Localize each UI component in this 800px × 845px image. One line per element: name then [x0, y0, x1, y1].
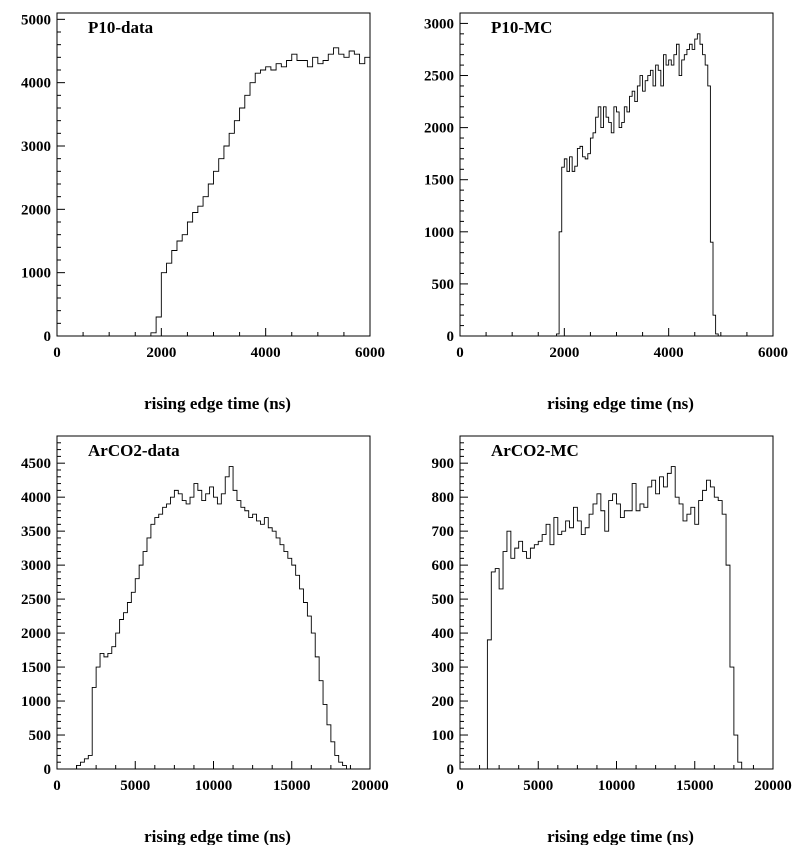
- y-tick-label: 5000: [21, 12, 51, 28]
- x-tick-label: 0: [456, 345, 464, 361]
- y-tick-label: 1000: [21, 694, 51, 710]
- x-tick-label: 4000: [654, 345, 684, 361]
- y-tick-label: 800: [432, 490, 455, 506]
- y-tick-label: 3000: [21, 558, 51, 574]
- y-tick-label: 0: [447, 329, 455, 345]
- y-tick-label: 3500: [21, 524, 51, 540]
- x-axis-title: rising edge time (ns): [547, 827, 694, 845]
- x-tick-label: 2000: [146, 345, 176, 361]
- y-tick-label: 900: [432, 456, 455, 472]
- panel-3: 0 5000 10000 15000 20000 0 500 1000 1500 2000 2500…: [21, 435, 389, 845]
- x-tick-label: 10000: [195, 778, 233, 794]
- y-tick-label: 1000: [424, 225, 454, 241]
- x-tick-label: 4000: [251, 345, 281, 361]
- panel-label: P10-data: [88, 18, 154, 37]
- plot-frame: [459, 12, 774, 337]
- x-tick-label: 2000: [549, 345, 579, 361]
- plot-frame: [56, 435, 371, 770]
- y-tick-label: 2500: [424, 69, 454, 85]
- x-tick-label: 20000: [754, 778, 792, 794]
- y-tick-label: 2000: [424, 121, 454, 137]
- histogram-line: [460, 466, 773, 770]
- y-tick-label: 2500: [21, 592, 51, 608]
- panel-label: ArCO2-data: [88, 441, 180, 460]
- y-tick-label: 1500: [21, 660, 51, 676]
- panel-4: 0 5000 10000 15000 20000 0 100 200 300 400 500 600 7…: [432, 435, 792, 845]
- y-tick-label: 4000: [21, 76, 51, 92]
- y-tick-label: 1000: [21, 266, 51, 282]
- plot-frame: [459, 435, 774, 770]
- y-tick-label: 700: [432, 524, 455, 540]
- x-axis-title: rising edge time (ns): [144, 827, 291, 845]
- panel-1: 0 2000 4000 6000 0 1000 2000 3000 4000 5000 P10-da…: [21, 12, 385, 413]
- x-tick-label: 0: [456, 778, 464, 794]
- panel-label: ArCO2-MC: [491, 441, 579, 460]
- y-tick-label: 400: [432, 626, 455, 642]
- y-tick-label: 300: [432, 660, 455, 676]
- y-tick-label: 3000: [424, 16, 454, 32]
- y-tick-label: 100: [432, 728, 455, 744]
- y-tick-label: 600: [432, 558, 455, 574]
- y-tick-label: 4000: [21, 490, 51, 506]
- x-tick-label: 0: [53, 345, 61, 361]
- histogram-line: [460, 33, 773, 337]
- y-tick-label: 500: [29, 728, 52, 744]
- y-tick-label: 0: [447, 762, 455, 778]
- x-axis-title: rising edge time (ns): [547, 394, 694, 413]
- y-tick-label: 200: [432, 694, 455, 710]
- x-tick-label: 20000: [351, 778, 389, 794]
- y-tick-label: 0: [44, 329, 52, 345]
- y-tick-label: 500: [432, 592, 455, 608]
- y-tick-label: 2000: [21, 626, 51, 642]
- y-tick-label: 2000: [21, 202, 51, 218]
- x-tick-label: 6000: [758, 345, 788, 361]
- y-tick-label: 0: [44, 762, 52, 778]
- y-tick-label: 500: [432, 277, 455, 293]
- x-tick-label: 15000: [273, 778, 311, 794]
- x-tick-label: 0: [53, 778, 61, 794]
- y-tick-label: 1500: [424, 173, 454, 189]
- x-axis-title: rising edge time (ns): [144, 394, 291, 413]
- x-tick-label: 6000: [355, 345, 385, 361]
- panel-2: 0 2000 4000 6000 0 500 1000 1500 2000 2500 3000 P10…: [424, 12, 788, 413]
- histogram-line: [57, 466, 370, 770]
- y-tick-label: 4500: [21, 456, 51, 472]
- x-tick-label: 10000: [598, 778, 636, 794]
- y-tick-label: 3000: [21, 139, 51, 155]
- histogram-line: [57, 47, 370, 337]
- x-tick-label: 5000: [523, 778, 553, 794]
- panel-label: P10-MC: [491, 18, 552, 37]
- x-tick-label: 15000: [676, 778, 714, 794]
- x-tick-label: 5000: [120, 778, 150, 794]
